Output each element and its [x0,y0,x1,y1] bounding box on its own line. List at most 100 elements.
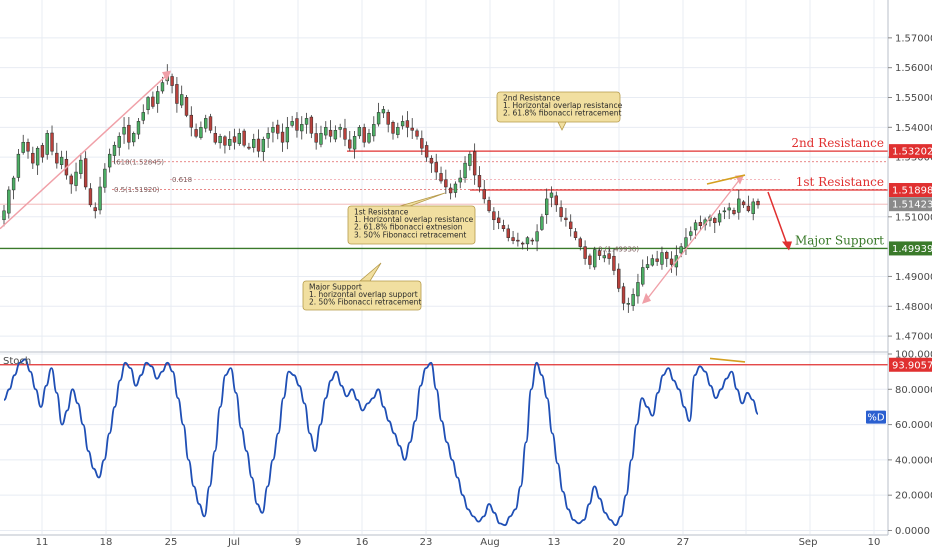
note-text: 2. 50% Fibonacci retracement [309,298,421,307]
candle-body [59,156,64,165]
candle-body [252,139,256,148]
candle-body [732,210,736,215]
candle-body [448,187,453,194]
candle-body [396,127,400,135]
candle-body [223,136,227,146]
candle-body [597,250,602,256]
y-tick-label: 0.0000 [895,526,930,537]
candle-body [429,157,434,164]
price-tag [889,357,932,372]
note-text: 1. Horizontal overlap resistance [503,101,623,110]
candle-body [276,124,280,134]
fib-label: .618(1.52845) [114,158,164,166]
y-tick-label: 1.55000 [895,93,932,104]
candle-body [746,205,751,212]
price-tag-label: 1.53202 [892,147,932,158]
candle-body [679,246,683,254]
candle-body [381,109,386,114]
candle-body [544,198,549,216]
candles [2,64,760,313]
note-text: 3. 50% Fibonacci retracement [354,230,466,239]
candle-body [232,136,237,143]
candle-body [309,116,314,134]
candle-body [367,133,371,143]
y-tick-label: 100.0000 [895,350,932,361]
y-tick-label: 1.51000 [895,212,932,223]
candle-body [578,238,582,247]
candle-body [362,127,366,143]
candle-body [530,239,534,242]
fib-label: 0.5(1.51920) [114,186,160,194]
x-tick-label: 11 [36,537,49,548]
candle-body [208,116,213,131]
candle-body [410,127,414,131]
candle-body [569,221,573,229]
candle-body [261,139,266,152]
candle-body [463,162,467,179]
note-box [496,91,621,123]
x-tick-label: 25 [165,537,178,548]
candle-body [160,82,165,92]
x-tick-label: Jul [227,537,240,548]
candle-body [444,179,448,188]
candle-body [631,294,635,306]
axes: 1.57000 1.56000 1.55000 1.54000 1.53000 1.510… [36,0,932,550]
y-tick-label: 80.0000 [895,385,932,396]
candle-body [650,258,655,266]
candle-body [256,138,261,152]
candle-body [386,111,390,125]
x-tick-label: 9 [295,537,301,548]
candle-body [593,249,597,268]
candle-body [290,121,294,126]
candle-body [21,141,25,153]
level-label: 1st Resistance [796,175,884,189]
candle-body [213,133,218,143]
candle-body [300,124,304,132]
price-tag [889,144,932,159]
trend-arrow-head [162,70,171,82]
y-tick-label: 1.49000 [895,272,932,283]
candle-body [496,217,501,224]
level-label: 2nd Resistance [791,136,884,150]
candle-body [573,231,578,238]
candle-body [228,139,232,146]
price-tag [889,183,932,198]
candle-body [79,159,83,174]
candle-body [93,207,97,212]
candle-body [434,162,438,173]
candle-body [713,218,717,224]
candle-body [122,127,126,135]
note-text: Major Support [309,283,362,292]
candle-body [621,286,626,304]
projection-arrow-head [782,241,792,251]
candle-body [751,201,755,214]
x-tick-label: Sep [799,537,818,548]
candle-body [40,145,45,158]
note-box [302,280,422,311]
candle-body [645,264,650,269]
candle-body [727,207,731,211]
candle-body [136,121,141,135]
y-tick-label: 60.0000 [895,420,932,431]
candle-body [194,129,198,137]
candle-body [665,252,669,259]
candle-body [112,144,117,156]
candle-body [693,222,698,231]
candle-body [717,213,722,223]
note-text: 1. horizontal overlap support [309,290,418,299]
fib-levels: .618(1.52845) 0.5(1.51920) 0.618 0.(1.49930… [112,158,888,254]
candle-body [131,133,136,143]
candle-body [184,97,189,116]
candle-body [722,210,727,213]
candle-body [280,131,285,143]
price-levels: 2nd Resistance 1st Resistance Major Suppor… [0,136,888,250]
x-tick-label: 16 [356,537,369,548]
candle-body [660,252,664,265]
candle-body [376,112,381,125]
candle-body [737,198,741,213]
candle-body [420,138,424,149]
candle-body [372,124,376,137]
candle-body [516,239,520,242]
